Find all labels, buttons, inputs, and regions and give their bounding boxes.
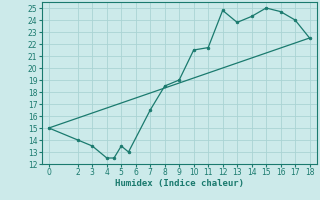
X-axis label: Humidex (Indice chaleur): Humidex (Indice chaleur): [115, 179, 244, 188]
